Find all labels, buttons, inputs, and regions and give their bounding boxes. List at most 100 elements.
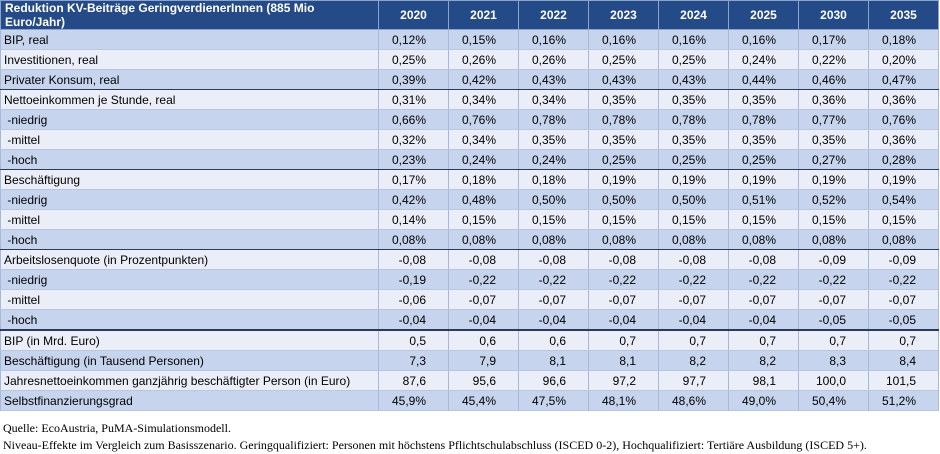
row-label: -hoch: [0, 229, 379, 250]
table-row: -mittel 0,14% 0,15% 0,15% 0,15% 0,15% 0,15% 0,1…: [0, 209, 939, 230]
cell-value: 0,25%: [728, 149, 799, 170]
cell-value: 0,08%: [798, 229, 869, 250]
row-label: Nettoeinkommen je Stunde, real: [0, 89, 379, 110]
cell-value: 0,15%: [868, 209, 939, 230]
cell-value: 0,35%: [588, 89, 659, 110]
row-label: Selbstfinanzierungsgrad: [0, 390, 379, 411]
cell-value: 0,39%: [378, 69, 449, 90]
cell-value: -0,22: [868, 269, 939, 290]
cell-value: 87,6: [378, 370, 449, 391]
cell-value: 0,78%: [658, 109, 729, 130]
cell-value: 0,16%: [518, 29, 589, 50]
cell-value: 0,24%: [448, 149, 519, 170]
cell-value: -0,09: [798, 249, 869, 270]
cell-value: 48,6%: [658, 390, 729, 411]
cell-value: 0,16%: [728, 29, 799, 50]
year-header: 2030: [798, 0, 869, 30]
cell-value: 0,15%: [518, 209, 589, 230]
cell-value: 8,4: [868, 350, 939, 371]
cell-value: 0,15%: [728, 209, 799, 230]
cell-value: -0,07: [798, 289, 869, 310]
cell-value: 0,25%: [588, 49, 659, 70]
cell-value: 0,36%: [798, 89, 869, 110]
table-row: Beschäftigung (in Tausend Personen) 7,3 7,…: [0, 350, 939, 371]
cell-value: 0,50%: [518, 189, 589, 210]
year-header: 2025: [728, 0, 799, 30]
table-row: -hoch 0,08% 0,08% 0,08% 0,08% 0,08% 0,08% 0,08%…: [0, 229, 939, 250]
cell-value: 0,22%: [798, 49, 869, 70]
cell-value: -0,04: [728, 309, 799, 331]
notes: Quelle: EcoAustria, PuMA-Simulationsmode…: [3, 420, 940, 454]
table-row: -mittel -0,06 -0,07 -0,07 -0,07 -0,07 -0,07 -0,…: [0, 289, 939, 310]
cell-value: 0,50%: [658, 189, 729, 210]
cell-value: 8,1: [518, 350, 589, 371]
cell-value: 100,0: [798, 370, 869, 391]
cell-value: 0,08%: [448, 229, 519, 250]
cell-value: 0,08%: [868, 229, 939, 250]
table-row: -hoch 0,23% 0,24% 0,24% 0,25% 0,25% 0,25% 0,27%…: [0, 149, 939, 170]
cell-value: 7,3: [378, 350, 449, 371]
cell-value: 0,15%: [448, 29, 519, 50]
cell-value: 96,6: [518, 370, 589, 391]
cell-value: 0,15%: [448, 209, 519, 230]
cell-value: 0,26%: [518, 49, 589, 70]
cell-value: 0,7: [728, 330, 799, 351]
cell-value: 0,50%: [588, 189, 659, 210]
cell-value: 0,25%: [658, 49, 729, 70]
year-header: 2024: [658, 0, 729, 30]
cell-value: -0,08: [728, 249, 799, 270]
cell-value: 0,25%: [658, 149, 729, 170]
cell-value: 0,76%: [448, 109, 519, 130]
row-label: Jahresnettoeinkommen ganzjährig beschäft…: [0, 370, 379, 391]
table-row: -mittel 0,32% 0,34% 0,35% 0,35% 0,35% 0,35% 0,3…: [0, 129, 939, 150]
cell-value: -0,08: [588, 249, 659, 270]
cell-value: 0,08%: [378, 229, 449, 250]
cell-value: -0,06: [378, 289, 449, 310]
cell-value: 0,7: [588, 330, 659, 351]
cell-value: 0,17%: [378, 169, 449, 190]
cell-value: 0,16%: [588, 29, 659, 50]
cell-value: 45,4%: [448, 390, 519, 411]
cell-value: 0,78%: [728, 109, 799, 130]
year-header: 2035: [868, 0, 939, 30]
cell-value: -0,22: [518, 269, 589, 290]
cell-value: 0,16%: [658, 29, 729, 50]
cell-value: -0,22: [798, 269, 869, 290]
cell-value: 0,43%: [658, 69, 729, 90]
cell-value: 0,32%: [378, 129, 449, 150]
cell-value: 47,5%: [518, 390, 589, 411]
cell-value: 0,25%: [588, 149, 659, 170]
cell-value: 0,08%: [658, 229, 729, 250]
cell-value: -0,07: [868, 289, 939, 310]
cell-value: 0,35%: [588, 129, 659, 150]
cell-value: 0,76%: [868, 109, 939, 130]
cell-value: 0,19%: [728, 169, 799, 190]
cell-value: -0,07: [518, 289, 589, 310]
cell-value: -0,04: [658, 309, 729, 331]
row-label: Beschäftigung (in Tausend Personen): [0, 350, 379, 371]
cell-value: -0,04: [378, 309, 449, 331]
cell-value: 0,34%: [448, 89, 519, 110]
cell-value: 0,7: [658, 330, 729, 351]
cell-value: 50,4%: [798, 390, 869, 411]
cell-value: 0,78%: [588, 109, 659, 130]
cell-value: 0,08%: [518, 229, 589, 250]
cell-value: 0,52%: [798, 189, 869, 210]
results-table: Reduktion KV-Beiträge GeringverdienerInn…: [0, 0, 939, 411]
cell-value: 0,15%: [798, 209, 869, 230]
table-row: Privater Konsum, real 0,39% 0,42% 0,43% 0,43…: [0, 69, 939, 90]
cell-value: 0,54%: [868, 189, 939, 210]
cell-value: 97,2: [588, 370, 659, 391]
cell-value: 0,28%: [868, 149, 939, 170]
cell-value: 0,42%: [448, 69, 519, 90]
year-header: 2020: [378, 0, 449, 30]
note-line: Quelle: EcoAustria, PuMA-Simulationsmode…: [3, 421, 231, 435]
table-row: Beschäftigung 0,17% 0,18% 0,18% 0,19% 0,19% 0,…: [0, 169, 939, 190]
cell-value: 101,5: [868, 370, 939, 391]
cell-value: 0,5: [378, 330, 449, 351]
cell-value: 0,35%: [728, 89, 799, 110]
cell-value: -0,08: [658, 249, 729, 270]
cell-value: -0,07: [658, 289, 729, 310]
cell-value: 0,08%: [728, 229, 799, 250]
cell-value: -0,04: [518, 309, 589, 331]
